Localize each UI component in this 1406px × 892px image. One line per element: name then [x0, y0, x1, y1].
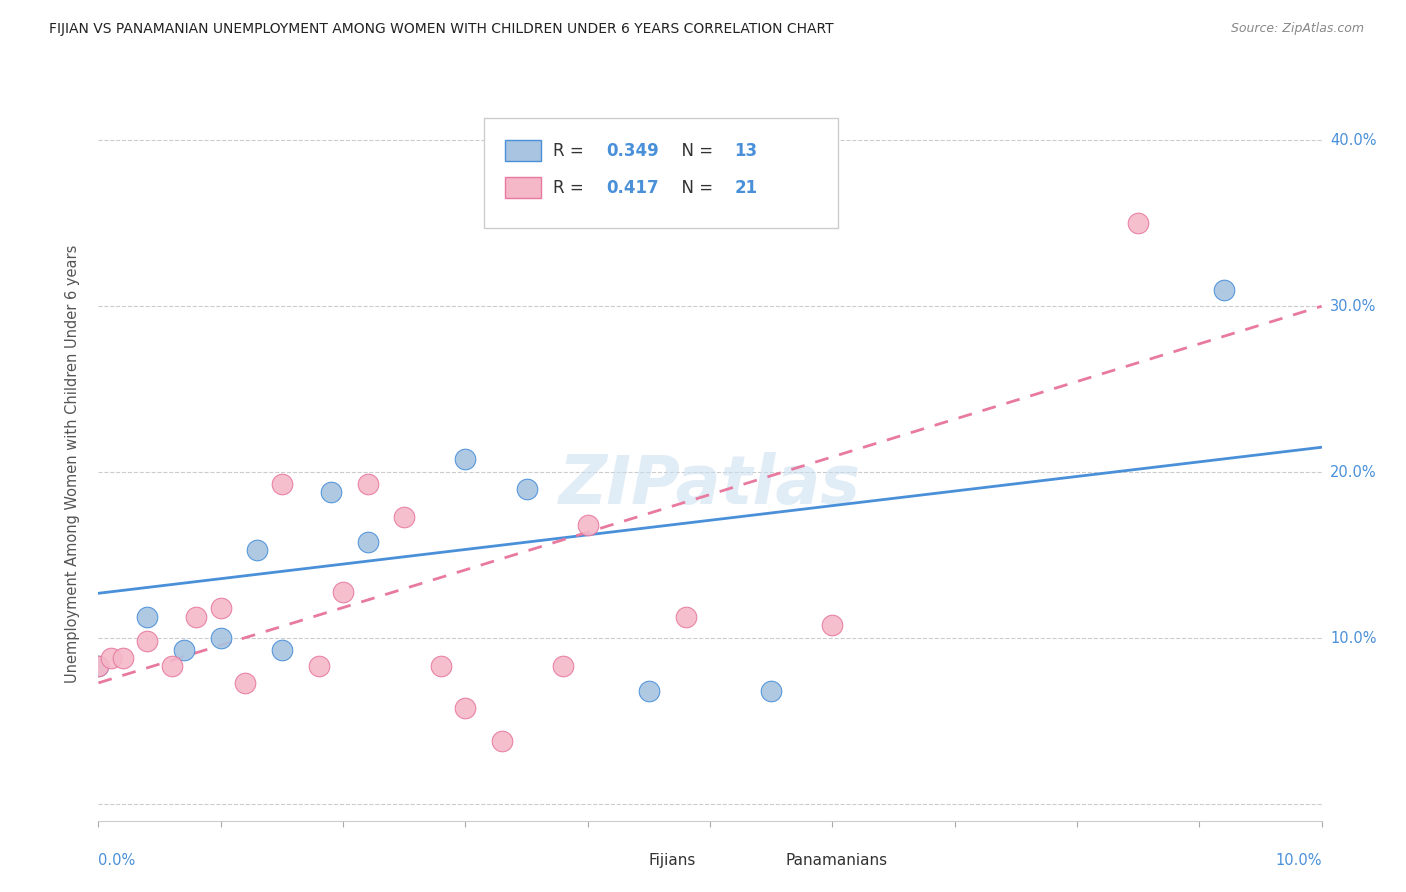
Point	[332, 584, 354, 599]
Point	[1212, 283, 1234, 297]
Text: 40.0%: 40.0%	[1330, 133, 1376, 148]
Text: 30.0%: 30.0%	[1330, 299, 1376, 314]
Text: N =: N =	[671, 178, 718, 196]
Point	[637, 684, 661, 698]
Point	[136, 634, 159, 648]
Text: 21: 21	[734, 178, 758, 196]
Point	[270, 476, 292, 491]
Point	[87, 659, 110, 673]
Text: 0.417: 0.417	[606, 178, 658, 196]
Text: 10.0%: 10.0%	[1275, 853, 1322, 868]
Text: 10.0%: 10.0%	[1330, 631, 1376, 646]
Point	[160, 659, 183, 673]
Point	[821, 617, 844, 632]
Point	[430, 659, 453, 673]
Point	[100, 651, 122, 665]
Text: 0.349: 0.349	[606, 142, 659, 160]
Point	[356, 476, 378, 491]
Text: N =: N =	[671, 142, 718, 160]
Point	[319, 485, 342, 500]
Point	[516, 482, 538, 496]
Point	[87, 659, 110, 673]
Point	[246, 543, 269, 558]
Point	[233, 676, 256, 690]
Text: R =: R =	[554, 178, 589, 196]
Point	[136, 609, 159, 624]
Point	[209, 601, 232, 615]
FancyBboxPatch shape	[484, 118, 838, 228]
Text: 0.0%: 0.0%	[98, 853, 135, 868]
Y-axis label: Unemployment Among Women with Children Under 6 years: Unemployment Among Women with Children U…	[65, 244, 80, 683]
FancyBboxPatch shape	[742, 851, 776, 869]
FancyBboxPatch shape	[606, 851, 640, 869]
Point	[209, 631, 232, 645]
FancyBboxPatch shape	[505, 177, 541, 198]
Point	[1128, 216, 1150, 230]
Text: Fijians: Fijians	[648, 853, 696, 868]
Point	[308, 659, 330, 673]
Point	[186, 609, 208, 624]
Text: ZIPatlas: ZIPatlas	[560, 452, 860, 518]
FancyBboxPatch shape	[505, 140, 541, 161]
Point	[576, 518, 599, 533]
Point	[454, 451, 477, 466]
Point	[759, 684, 782, 698]
Point	[173, 642, 195, 657]
Text: R =: R =	[554, 142, 589, 160]
Text: 13: 13	[734, 142, 758, 160]
Point	[553, 659, 575, 673]
Point	[454, 700, 477, 714]
Text: Panamanians: Panamanians	[786, 853, 889, 868]
Point	[491, 734, 513, 748]
Point	[392, 510, 416, 524]
Point	[111, 651, 134, 665]
Point	[356, 534, 378, 549]
Text: FIJIAN VS PANAMANIAN UNEMPLOYMENT AMONG WOMEN WITH CHILDREN UNDER 6 YEARS CORREL: FIJIAN VS PANAMANIAN UNEMPLOYMENT AMONG …	[49, 22, 834, 37]
Point	[675, 609, 697, 624]
Point	[270, 642, 292, 657]
Text: 20.0%: 20.0%	[1330, 465, 1376, 480]
Text: Source: ZipAtlas.com: Source: ZipAtlas.com	[1230, 22, 1364, 36]
